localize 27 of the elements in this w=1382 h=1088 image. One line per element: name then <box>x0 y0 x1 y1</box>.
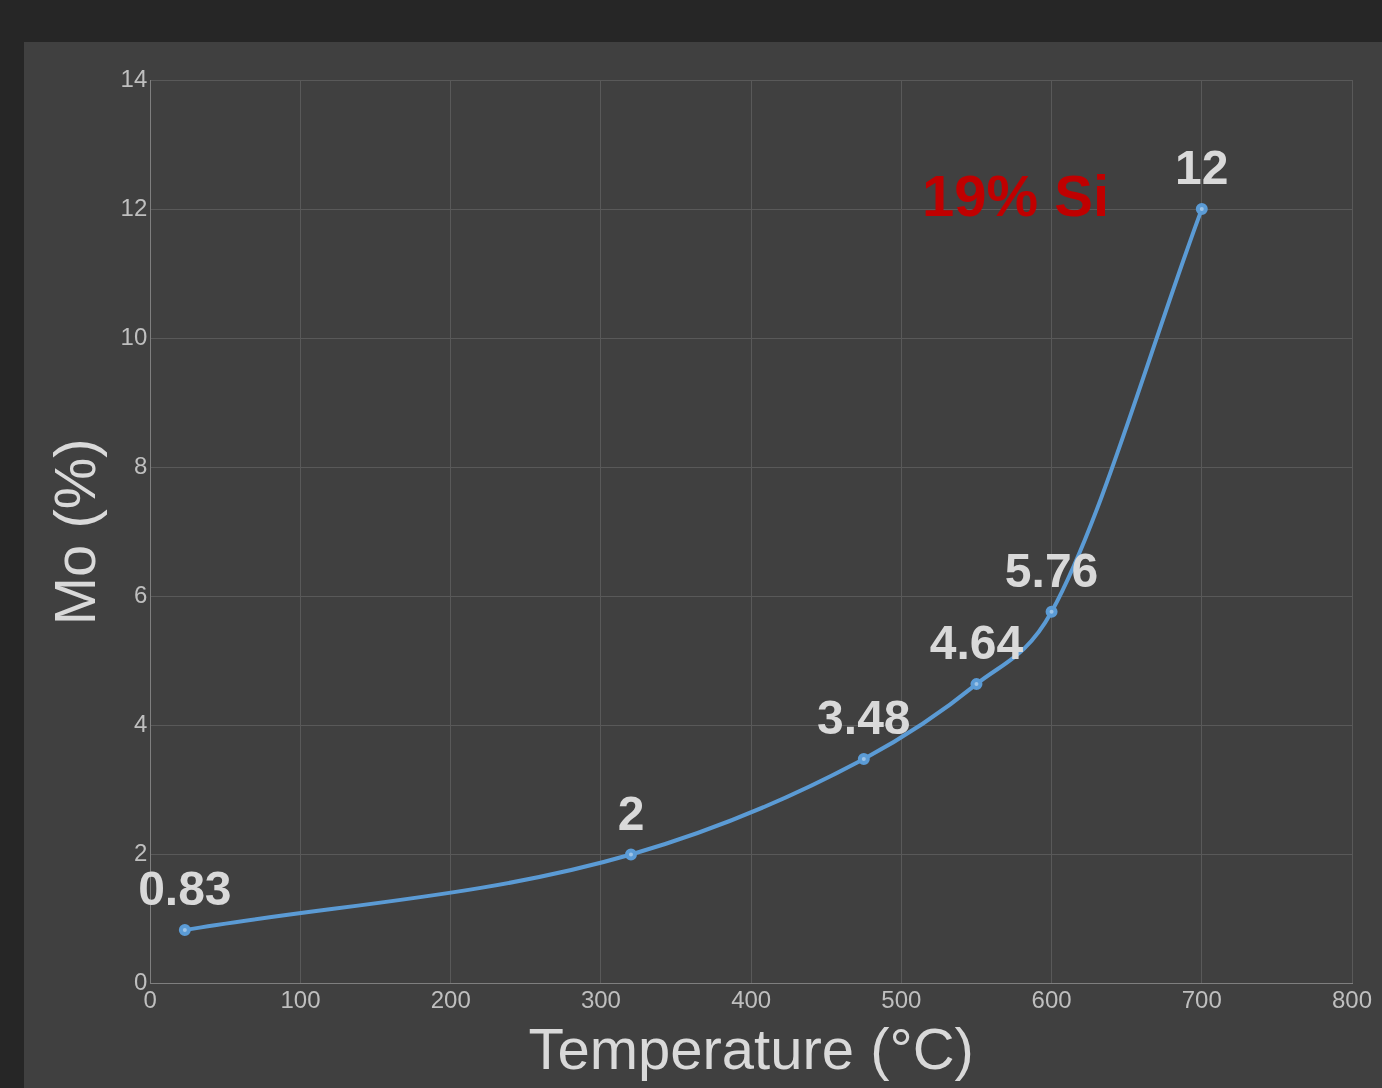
y-axis-title: Mo (%) <box>41 438 107 626</box>
point <box>857 752 870 765</box>
data-label: 2 <box>617 786 645 840</box>
x-axis-title: Temperature (°C) <box>528 1016 974 1082</box>
y-tick-label: 4 <box>133 710 148 738</box>
data-label: 12 <box>1175 141 1229 195</box>
y-tick-label: 8 <box>133 451 148 479</box>
y-tick-label: 12 <box>120 193 148 221</box>
x-tick-label: 100 <box>280 985 321 1013</box>
x-tick-label: 400 <box>731 985 772 1013</box>
y-tick-label: 10 <box>120 322 148 350</box>
x-tick-label: 800 <box>1331 985 1373 1013</box>
x-tick-label: 200 <box>430 985 471 1013</box>
x-tick-label: 700 <box>1181 985 1222 1013</box>
x-tick-label: 300 <box>580 985 621 1013</box>
annotation: 19% Si <box>922 163 1110 228</box>
point <box>970 678 983 691</box>
y-tick-label: 14 <box>120 64 148 92</box>
point <box>624 848 637 861</box>
point <box>1045 605 1058 618</box>
data-label: 4.64 <box>929 616 1024 670</box>
y-tick-label: 6 <box>133 580 148 608</box>
data-label: 3.48 <box>817 691 911 745</box>
x-tick-label: 600 <box>1031 985 1072 1013</box>
x-tick-label: 500 <box>881 985 922 1013</box>
point <box>1195 203 1208 216</box>
point <box>178 924 191 937</box>
